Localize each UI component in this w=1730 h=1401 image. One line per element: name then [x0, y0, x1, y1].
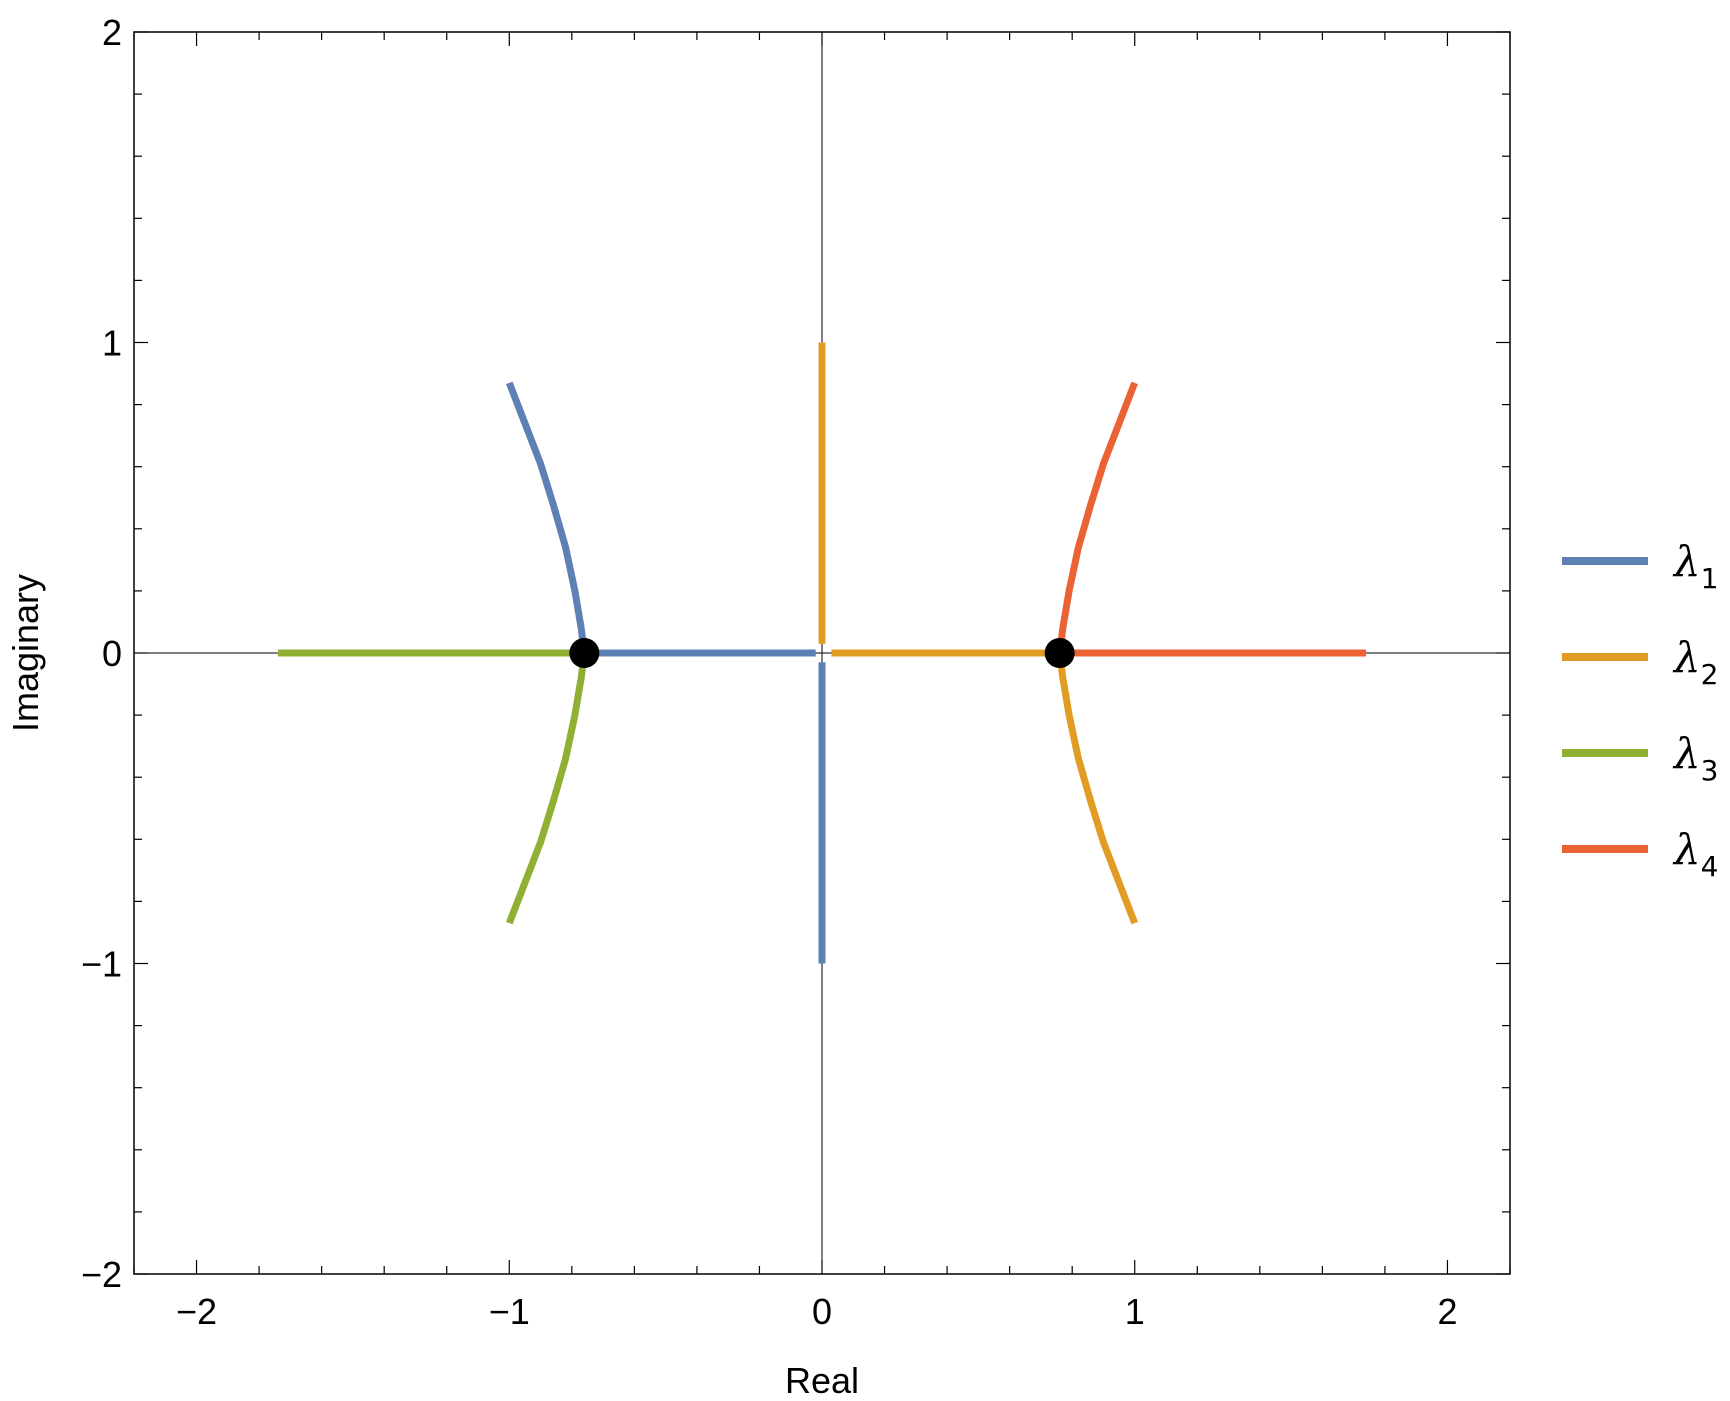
- x-tick-label: 1: [1125, 1291, 1145, 1332]
- y-axis-title: Imaginary: [5, 574, 46, 732]
- breakaway-point: [1044, 638, 1075, 668]
- legend-label: λ1: [1672, 537, 1718, 595]
- series-line-segment: [1056, 381, 1138, 654]
- x-tick-label: 0: [812, 1291, 832, 1332]
- ticks-layer: −2 −1 0 1 2 −2 −1 0 1 2: [81, 12, 1511, 1332]
- series-lambda-3: [277, 649, 588, 925]
- y-tick-label: 2: [102, 12, 122, 53]
- x-tick-label: −1: [489, 1291, 530, 1332]
- y-tick-label: 0: [102, 633, 122, 674]
- x-tick-label: −2: [176, 1291, 217, 1332]
- series-line-segment: [506, 381, 588, 654]
- series-lambda-2: [818, 342, 1138, 925]
- legend-subscript: 4: [1701, 850, 1719, 883]
- legend-subscript: 2: [1701, 658, 1719, 691]
- legend-subscript: 1: [1701, 562, 1719, 595]
- series-layer: [277, 342, 1367, 964]
- legend-item-lambda-3: λ3: [1562, 729, 1718, 787]
- legend-item-lambda-4: λ4: [1562, 825, 1718, 883]
- legend-item-lambda-1: λ1: [1562, 537, 1718, 595]
- legend-label: λ4: [1672, 825, 1718, 883]
- legend: λ1 λ2 λ3 λ4: [1562, 537, 1718, 883]
- series-line-segment: [1056, 652, 1138, 925]
- x-tick-label: 2: [1437, 1291, 1457, 1332]
- legend-subscript: 3: [1701, 754, 1719, 787]
- series-line-segment: [506, 652, 588, 925]
- series-lambda-4: [1056, 381, 1367, 657]
- legend-label: λ2: [1672, 633, 1718, 691]
- legend-item-lambda-2: λ2: [1562, 633, 1718, 691]
- x-axis-title: Real: [785, 1360, 859, 1396]
- series-lambda-1: [506, 381, 826, 964]
- legend-label: λ3: [1672, 729, 1718, 787]
- y-tick-label: −1: [81, 944, 122, 985]
- y-tick-label: −2: [81, 1254, 122, 1295]
- y-tick-label: 1: [102, 323, 122, 364]
- points-layer: [569, 638, 1075, 668]
- breakaway-point: [569, 638, 600, 668]
